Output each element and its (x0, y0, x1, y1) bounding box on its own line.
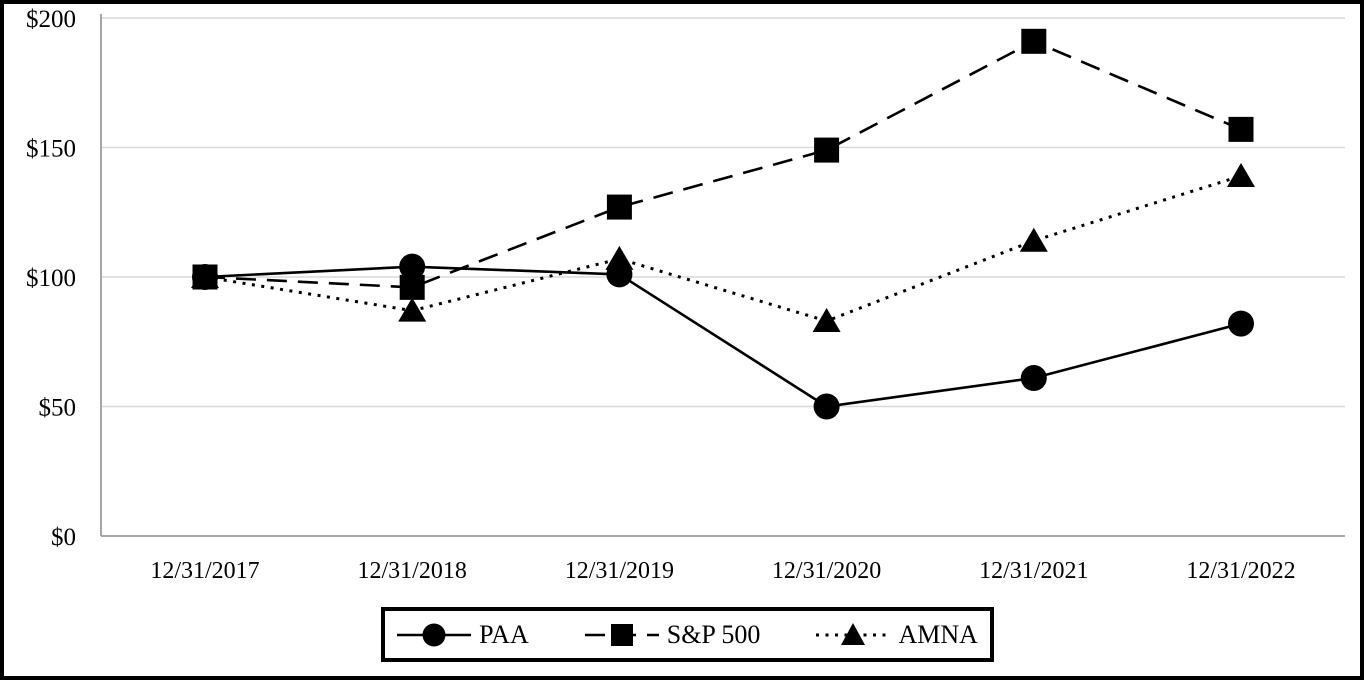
legend-label-amna: AMNA (898, 619, 978, 649)
legend-square-icon (584, 623, 659, 646)
series-paa-marker-circle (1020, 365, 1047, 392)
x-tick-label: 12/31/2018 (358, 558, 467, 584)
y-tick-label: $0 (51, 524, 76, 551)
legend-circle-icon (397, 623, 472, 646)
series-amna-marker-triangle (398, 297, 427, 322)
x-tick-label: 12/31/2020 (772, 558, 881, 584)
series-paa-marker-circle (813, 393, 840, 420)
plot-area: $0 $50 $100 $150 $200 12/31/2017 12/31/2018 12/… (26, 6, 1345, 584)
series-s-p-500-marker-square (814, 137, 840, 163)
series-amna-marker-triangle (1019, 227, 1048, 252)
series-amna-marker-triangle (1227, 162, 1255, 187)
y-tick-label: $150 (26, 136, 76, 163)
series-line-s-p-500 (204, 39, 1242, 289)
legend-item-s-p-500: S&P 500 (584, 619, 761, 650)
series-paa-marker-circle (606, 261, 633, 288)
legend-item-paa: PAA (397, 620, 529, 650)
y-tick-label: $100 (26, 265, 76, 292)
series-paa-marker-circle (1228, 310, 1254, 337)
series-s-p-500-marker-square (1228, 116, 1254, 142)
series-s-p-500-marker-square (606, 194, 632, 220)
chart-legend: PAA S&P 500 AMNA (381, 607, 994, 662)
x-tick-label: 12/31/2019 (565, 558, 674, 584)
series-amna-marker-triangle (812, 308, 841, 333)
series-line-amna (204, 174, 1242, 323)
series-paa-marker-circle (399, 253, 426, 280)
x-tick-label: 12/31/2021 (979, 558, 1088, 584)
series-s-p-500-marker-square (192, 264, 218, 290)
x-tick-label: 12/31/2017 (150, 558, 259, 584)
series-s-p-500-marker-square (1021, 28, 1047, 54)
legend-item-amna: AMNA (816, 619, 978, 650)
legend-label-s-p-500: S&P 500 (666, 619, 761, 649)
legend-triangle-icon (816, 622, 891, 645)
y-tick-label: $50 (39, 395, 77, 422)
series-line-paa (204, 265, 1242, 408)
y-tick-label: $200 (26, 6, 76, 33)
legend-label-paa: PAA (479, 619, 529, 649)
series-s-p-500-marker-square (399, 274, 425, 300)
x-tick-label: 12/31/2022 (1186, 558, 1295, 584)
